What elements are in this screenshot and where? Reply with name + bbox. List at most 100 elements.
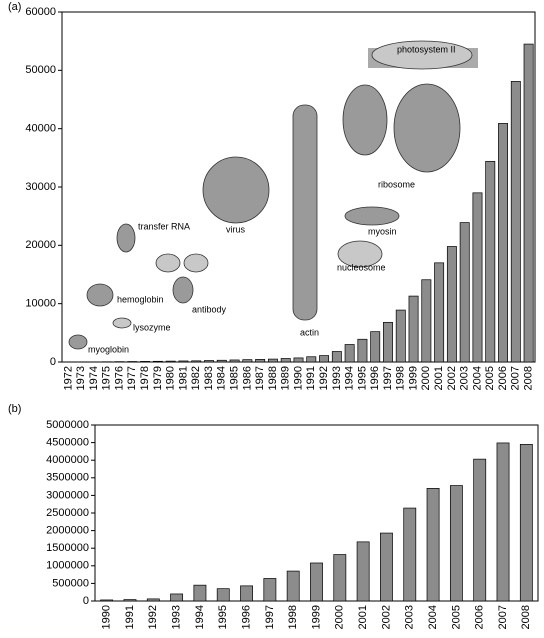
x-tick-label: 1979	[152, 366, 164, 390]
bar	[263, 578, 277, 602]
x-tick-label: 2004	[427, 605, 439, 629]
x-tick-label: 1982	[190, 366, 202, 390]
x-tick-label: 1991	[124, 605, 136, 629]
x-tick-label: 1980	[165, 366, 177, 390]
bar	[449, 485, 463, 602]
x-tick-label: 1992	[147, 605, 159, 629]
bar	[472, 192, 483, 363]
bar	[357, 338, 368, 363]
x-tick-label: 2008	[520, 605, 532, 629]
bar	[421, 279, 432, 363]
bar	[306, 356, 317, 363]
annotation: nucleosome	[337, 262, 386, 272]
y-tick-label: 60000	[25, 6, 56, 18]
y-tick-label: 0	[50, 356, 56, 368]
x-tick-label: 2000	[334, 605, 346, 629]
x-tick-label: 2006	[497, 366, 509, 390]
x-tick-label: 1993	[331, 366, 343, 390]
x-tick-label: 2002	[446, 366, 458, 390]
x-tick-label: 1990	[101, 605, 113, 629]
bar	[216, 588, 230, 602]
x-tick-label: 1988	[267, 366, 279, 390]
y-tick-label: 2000000	[46, 525, 89, 537]
x-tick-label: 1981	[177, 366, 189, 390]
bar	[123, 599, 137, 602]
bar	[473, 458, 487, 602]
x-tick-label: 1991	[305, 366, 317, 390]
bar	[204, 360, 214, 363]
x-tick-label: 1972	[62, 366, 74, 390]
bar	[280, 358, 291, 363]
y-tick-label: 4000000	[46, 454, 89, 466]
x-tick-label: 2000	[420, 366, 432, 390]
x-tick-label: 2002	[380, 605, 392, 629]
y-tick-label: 1000000	[46, 560, 89, 572]
x-tick-label: 2006	[474, 605, 486, 629]
bar	[240, 585, 253, 602]
bar	[395, 309, 406, 363]
x-tick-label: 1974	[88, 366, 100, 390]
x-tick-label: 1993	[171, 605, 183, 629]
bar	[380, 532, 393, 602]
annotation: myoglobin	[88, 344, 129, 354]
x-tick-label: 2005	[484, 366, 496, 390]
bar	[140, 361, 151, 363]
annotation: hemoglobin	[117, 294, 164, 304]
bar	[459, 222, 470, 363]
bar	[485, 160, 496, 363]
bar	[356, 541, 370, 602]
bar	[170, 593, 184, 602]
bar	[331, 351, 342, 363]
x-tick-label: 1989	[280, 366, 292, 390]
annotation: myosin	[368, 226, 397, 236]
x-tick-label: 1995	[217, 605, 229, 629]
annotation: ribosome	[378, 179, 415, 189]
bar	[523, 43, 534, 363]
y-tick-label: 40000	[25, 123, 56, 135]
bar	[293, 357, 304, 363]
x-tick-label: 1994	[344, 366, 356, 390]
x-tick-label: 1992	[318, 366, 330, 390]
bar	[403, 507, 417, 602]
x-tick-label: 1997	[264, 605, 276, 629]
x-tick-label: 1976	[113, 366, 125, 390]
x-tick-label: 2004	[471, 366, 483, 390]
bar	[191, 360, 202, 363]
bar	[319, 355, 330, 363]
bar	[496, 442, 510, 602]
bar	[333, 554, 347, 602]
bar	[255, 359, 266, 363]
annotation: lysozyme	[133, 322, 171, 332]
x-tick-label: 1986	[241, 366, 253, 390]
x-tick-label: 2007	[510, 366, 522, 390]
bar	[344, 344, 355, 363]
annotation: virus	[226, 224, 246, 234]
x-tick-label: 1999	[310, 605, 322, 629]
x-tick-label: 1990	[292, 366, 304, 390]
bar	[178, 360, 189, 363]
bar	[286, 570, 300, 602]
bar	[434, 262, 445, 363]
bar	[383, 321, 393, 363]
bar	[267, 358, 278, 363]
x-tick-label: 1985	[228, 366, 240, 390]
y-tick-label: 10000	[25, 298, 56, 310]
x-tick-label: 1975	[101, 366, 113, 390]
bar	[229, 359, 240, 363]
annotation: actin	[300, 327, 319, 337]
x-tick-label: 1983	[203, 366, 215, 390]
x-tick-label: 2008	[523, 366, 535, 390]
x-tick-label: 2005	[450, 605, 462, 629]
y-tick-label: 1500000	[46, 542, 89, 554]
y-tick-label: 0	[83, 595, 89, 607]
x-tick-label: 1973	[75, 366, 87, 390]
x-tick-label: 2001	[433, 366, 445, 390]
bar	[165, 360, 176, 363]
x-tick-label: 2001	[357, 605, 369, 629]
x-tick-label: 2007	[497, 605, 509, 629]
bar	[426, 488, 440, 602]
y-tick-label: 3000000	[46, 489, 89, 501]
y-tick-label: 500000	[52, 577, 89, 589]
y-tick-label: 20000	[25, 239, 56, 251]
